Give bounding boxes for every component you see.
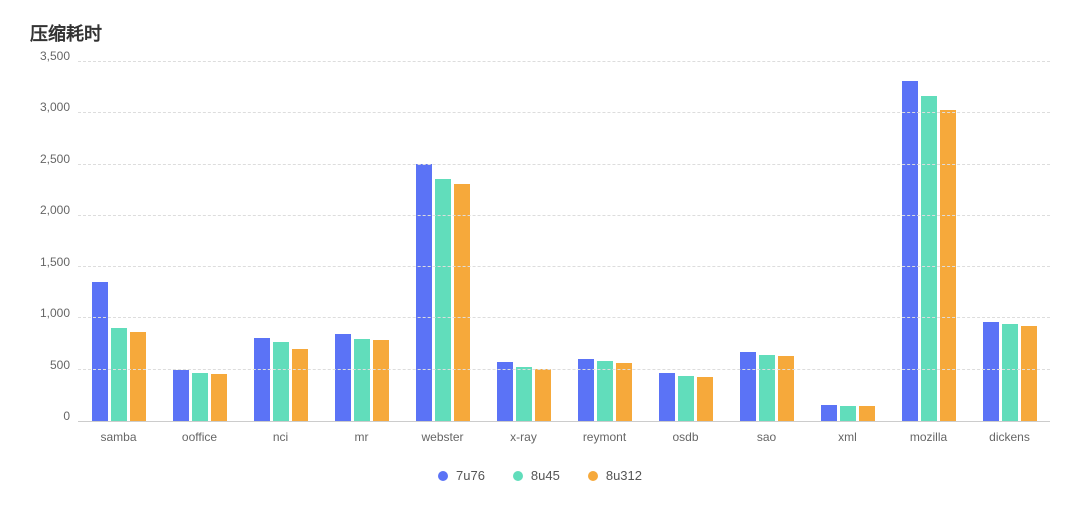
bar-group <box>321 62 402 421</box>
x-label: x-ray <box>483 422 564 444</box>
bar-group <box>969 62 1050 421</box>
bar <box>859 406 875 421</box>
bar <box>354 339 370 421</box>
legend-label: 8u312 <box>606 468 642 483</box>
x-label: mr <box>321 422 402 444</box>
bar <box>192 373 208 421</box>
bar <box>902 81 918 421</box>
x-label: samba <box>78 422 159 444</box>
bar <box>1002 324 1018 421</box>
grid-line <box>78 369 1050 370</box>
grid-line <box>78 61 1050 62</box>
x-label: ooffice <box>159 422 240 444</box>
bar <box>92 282 108 421</box>
bar <box>335 334 351 421</box>
legend-label: 7u76 <box>456 468 485 483</box>
x-axis: sambaoofficencimrwebsterx-rayreymontosdb… <box>78 422 1050 444</box>
x-label: xml <box>807 422 888 444</box>
grid-line <box>78 317 1050 318</box>
chart-container: 3,5003,0002,5002,0001,5001,0005000 samba… <box>30 62 1050 483</box>
bar <box>740 352 756 421</box>
bar-group <box>645 62 726 421</box>
bar <box>597 361 613 421</box>
bar <box>211 374 227 421</box>
bar-group <box>726 62 807 421</box>
bar <box>759 355 775 421</box>
x-label: osdb <box>645 422 726 444</box>
bar-group <box>564 62 645 421</box>
x-label: mozilla <box>888 422 969 444</box>
legend: 7u76 8u45 8u312 <box>30 468 1050 483</box>
bar <box>273 342 289 421</box>
bar <box>821 405 837 421</box>
legend-swatch <box>438 471 448 481</box>
bar <box>416 164 432 421</box>
grid-line <box>78 266 1050 267</box>
bar-groups <box>78 62 1050 421</box>
legend-swatch <box>588 471 598 481</box>
y-axis: 3,5003,0002,5002,0001,5001,0005000 <box>30 62 78 422</box>
x-label: nci <box>240 422 321 444</box>
legend-item[interactable]: 8u312 <box>588 468 642 483</box>
bar <box>373 340 389 421</box>
bar <box>535 369 551 421</box>
bar <box>111 328 127 421</box>
x-label: reymont <box>564 422 645 444</box>
bar <box>497 362 513 421</box>
bar-group <box>402 62 483 421</box>
bar-group <box>807 62 888 421</box>
x-label: dickens <box>969 422 1050 444</box>
bar <box>173 370 189 421</box>
bar <box>840 406 856 421</box>
bar <box>254 338 270 421</box>
bar <box>616 363 632 421</box>
bar-group <box>240 62 321 421</box>
bar <box>292 349 308 421</box>
bar-group <box>159 62 240 421</box>
legend-swatch <box>513 471 523 481</box>
bar <box>921 96 937 421</box>
bar <box>516 367 532 422</box>
bar-group <box>888 62 969 421</box>
bar <box>130 332 146 421</box>
bar-group <box>483 62 564 421</box>
chart-title: 压缩耗时 <box>30 20 1050 46</box>
plot-area <box>78 62 1050 422</box>
x-label: sao <box>726 422 807 444</box>
grid-line <box>78 215 1050 216</box>
grid-line <box>78 112 1050 113</box>
bar <box>697 377 713 421</box>
bar <box>659 373 675 421</box>
x-label: webster <box>402 422 483 444</box>
legend-item[interactable]: 8u45 <box>513 468 560 483</box>
legend-item[interactable]: 7u76 <box>438 468 485 483</box>
bar-group <box>78 62 159 421</box>
bar <box>454 184 470 421</box>
bar <box>678 376 694 421</box>
bar <box>983 322 999 421</box>
bar <box>778 356 794 421</box>
grid-line <box>78 164 1050 165</box>
bar <box>1021 326 1037 421</box>
legend-label: 8u45 <box>531 468 560 483</box>
